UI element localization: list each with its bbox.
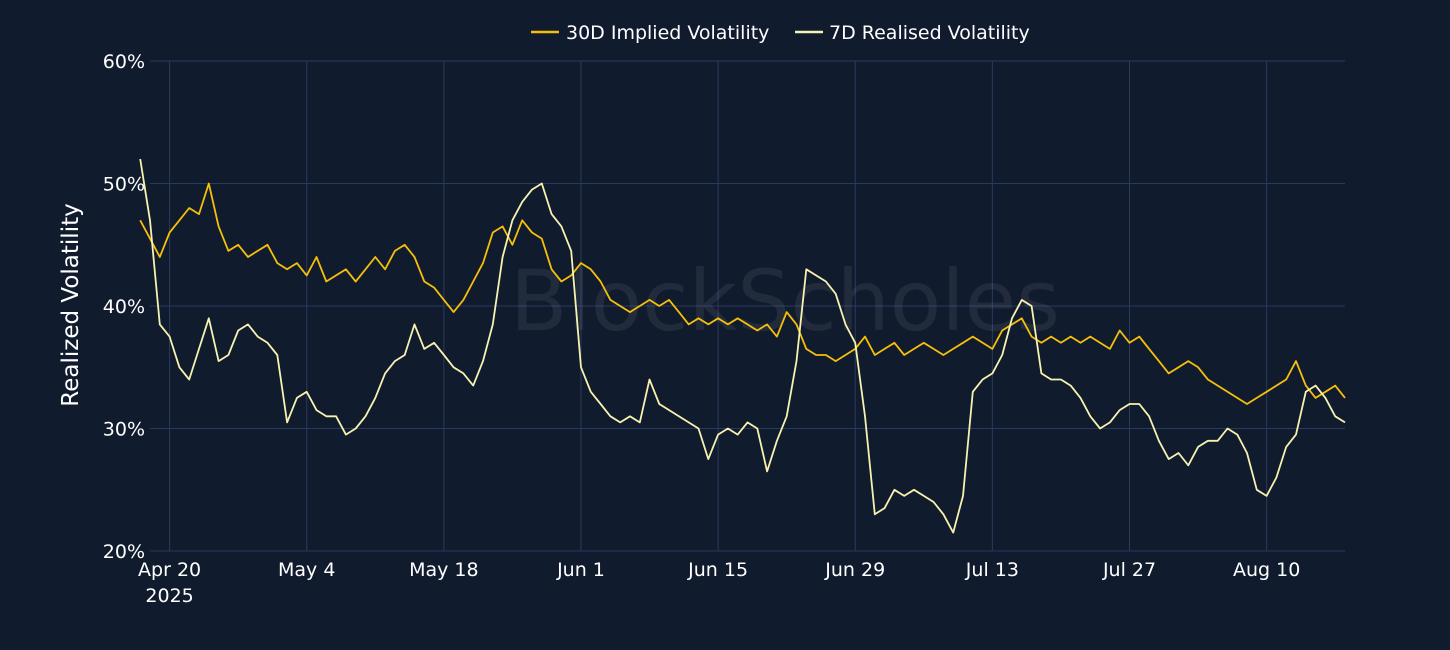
series-lines xyxy=(139,158,1346,534)
x-tick-label: May 4 xyxy=(278,559,335,581)
y-tick-label: 50% xyxy=(103,174,145,196)
x-tick-label: Jun 29 xyxy=(824,559,885,581)
x-tick-sublabel: 2025 xyxy=(145,585,193,607)
series-line-1 xyxy=(139,158,1346,534)
watermark-logo: BlockScholes xyxy=(510,252,1060,350)
legend-label: 30D Implied Volatility xyxy=(566,22,769,44)
legend-item-1[interactable]: 7D Realised Volatility xyxy=(795,22,1030,44)
series-line-0 xyxy=(139,182,1346,405)
y-tick-label: 40% xyxy=(103,296,145,318)
y-axis-title: Realized Volatility xyxy=(58,203,84,406)
x-tick-label: Apr 20 xyxy=(138,559,201,581)
y-tick-label: 20% xyxy=(103,541,145,563)
x-tick-label: Jul 13 xyxy=(965,559,1019,581)
y-axis-ticks: 20% 30% 40% 50% 60% xyxy=(103,51,145,563)
x-tick-label: May 18 xyxy=(409,559,479,581)
x-tick-label: Jun 15 xyxy=(687,559,748,581)
legend-item-0[interactable]: 30D Implied Volatility xyxy=(531,22,769,44)
x-tick-label: Jul 27 xyxy=(1102,559,1156,581)
x-tick-label: Jun 1 xyxy=(556,559,605,581)
y-tick-label: 60% xyxy=(103,51,145,73)
x-tick-label: Aug 10 xyxy=(1233,559,1300,581)
legend[interactable]: 30D Implied Volatility 7D Realised Volati… xyxy=(531,22,1030,44)
legend-label: 7D Realised Volatility xyxy=(829,22,1030,44)
gridlines xyxy=(150,60,1345,552)
x-axis-ticks: Apr 20 2025 May 4 May 18 Jun 1 Jun 15 Jun 29 Ju… xyxy=(138,559,1300,607)
y-tick-label: 30% xyxy=(103,419,145,441)
